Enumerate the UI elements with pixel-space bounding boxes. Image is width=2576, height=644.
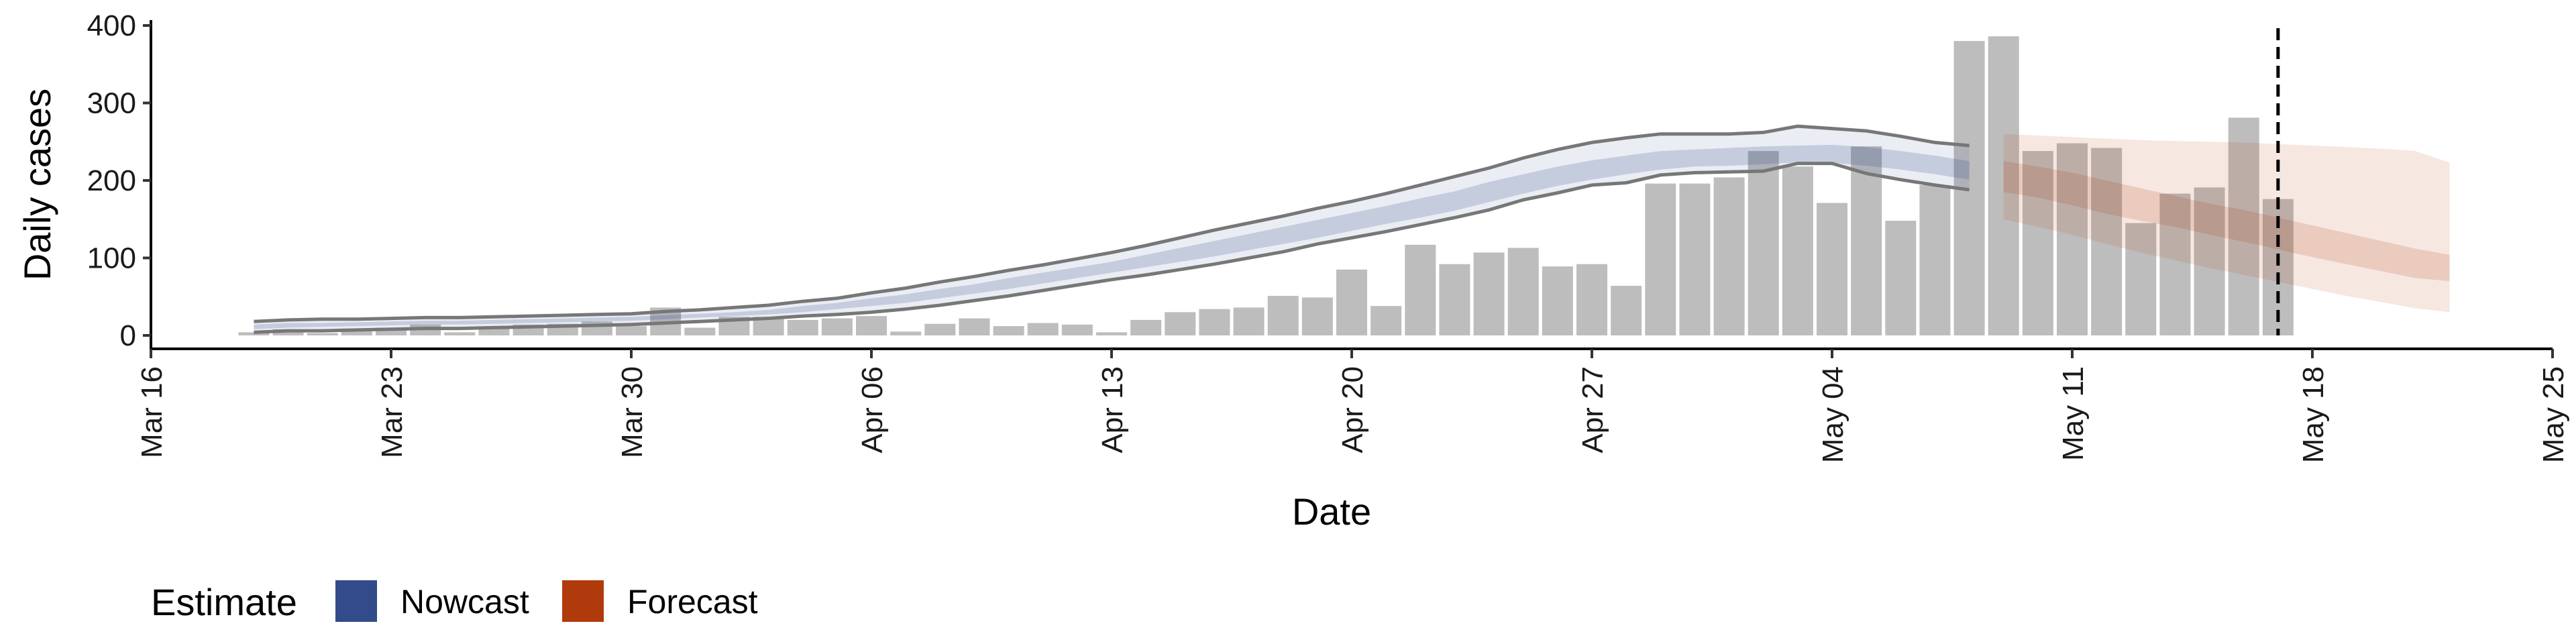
legend-key-forecast (562, 580, 604, 622)
x-tick-label-2020-04-06: Apr 06 (856, 366, 889, 453)
x-tick-label-2020-05-18: May 18 (2297, 366, 2330, 463)
x-tick-label-2020-03-23: Mar 23 (376, 366, 409, 458)
bar-2020-05-09 (1988, 36, 2019, 336)
bar-2020-05-01 (1713, 177, 1745, 335)
bar-2020-04-20 (1336, 269, 1368, 335)
x-tick-label-2020-04-13: Apr 13 (1096, 366, 1129, 453)
bar-2020-04-27 (1576, 264, 1608, 335)
bar-2020-03-30 (615, 326, 647, 335)
bar-2020-04-29 (1645, 183, 1676, 335)
bar-2020-03-21 (307, 333, 338, 335)
nowcast-band-90 (254, 126, 1970, 333)
bar-2020-05-05 (1851, 146, 1882, 335)
bar-2020-04-07 (890, 331, 922, 335)
x-axis-title: Date (1292, 490, 1371, 533)
nowcast-lower-90-line (254, 162, 1970, 334)
bar-2020-04-26 (1542, 266, 1573, 335)
bar-2020-04-28 (1611, 286, 1642, 335)
x-tick-label-2020-04-27: Apr 27 (1576, 366, 1609, 453)
y-tick-label-200: 200 (87, 164, 136, 197)
bar-2020-03-26 (478, 328, 510, 335)
bar-2020-04-10 (993, 326, 1024, 335)
bar-2020-05-11 (2056, 143, 2088, 335)
bar-2020-03-22 (341, 328, 372, 335)
bar-2020-05-16 (2228, 117, 2259, 335)
forecast-band-90 (2003, 133, 2450, 313)
bar-2020-04-13 (1095, 332, 1128, 335)
bar-2020-04-04 (787, 319, 818, 335)
bar-2020-04-09 (959, 318, 990, 335)
x-ticks: Mar 16 Mar 23 Mar 30 Apr 06 Apr 13 Apr 20 Apr … (136, 349, 2570, 463)
x-tick-label-2020-04-20: Apr 20 (1336, 366, 1369, 453)
bars (238, 36, 2294, 336)
bar-2020-04-25 (1507, 248, 1539, 335)
bar-2020-03-19 (238, 332, 270, 335)
legend-label-forecast: Forecast (627, 583, 758, 621)
x-tick-label-2020-05-04: May 04 (1817, 366, 1849, 463)
bar-2020-04-16 (1199, 309, 1230, 335)
bar-2020-04-05 (821, 318, 853, 335)
y-tick-label-400: 400 (87, 9, 136, 42)
bar-2020-04-18 (1267, 296, 1299, 335)
nowcast-upper-90-line (254, 124, 1970, 323)
bar-2020-05-10 (2022, 151, 2053, 336)
x-tick-label-2020-05-25: May 25 (2537, 366, 2570, 463)
legend-title: Estimate (151, 581, 297, 623)
y-ticks: 0 100 200 300 400 (87, 9, 151, 352)
bar-2020-05-13 (2125, 223, 2157, 335)
bar-2020-04-11 (1027, 323, 1059, 335)
bar-2020-04-06 (855, 316, 888, 335)
bar-2020-04-17 (1233, 307, 1265, 335)
bar-2020-05-12 (2091, 148, 2123, 336)
bar-2020-04-14 (1130, 319, 1162, 335)
plot-area (238, 28, 2450, 336)
bar-2020-03-23 (375, 327, 407, 335)
x-tick-label-2020-05-11: May 11 (2057, 366, 2090, 461)
legend-label-nowcast: Nowcast (400, 583, 529, 621)
bar-2020-05-04 (1816, 203, 1848, 335)
bar-2020-04-12 (1061, 324, 1093, 335)
bar-2020-04-15 (1165, 312, 1196, 335)
legend-key-nowcast (335, 580, 377, 622)
bar-2020-05-15 (2194, 187, 2225, 335)
y-tick-label-100: 100 (87, 242, 136, 275)
bar-2020-05-06 (1885, 221, 1917, 335)
bar-2020-04-19 (1301, 297, 1333, 335)
bar-2020-04-30 (1679, 183, 1711, 335)
y-axis-title: Daily cases (16, 89, 58, 280)
y-tick-label-300: 300 (87, 87, 136, 120)
bar-2020-05-03 (1782, 166, 1813, 335)
bar-2020-04-21 (1371, 306, 1402, 335)
bar-2020-04-23 (1439, 264, 1470, 335)
bar-2020-03-25 (444, 332, 476, 335)
x-tick-label-2020-03-30: Mar 30 (616, 366, 649, 458)
bar-2020-04-08 (924, 323, 956, 335)
x-tick-label-2020-03-16: Mar 16 (136, 366, 168, 458)
bar-2020-04-24 (1473, 252, 1505, 335)
y-tick-label-0: 0 (120, 319, 136, 352)
bar-2020-04-22 (1405, 244, 1436, 335)
forecast-band-50 (2003, 161, 2450, 282)
legend: Estimate Nowcast Forecast (151, 580, 758, 623)
bar-2020-05-07 (1919, 184, 1951, 335)
bands (254, 124, 2450, 334)
bar-2020-04-01 (684, 327, 716, 335)
axes: 0 100 200 300 400 Mar 16 Mar 23 Mar 30 Apr 06 Ap… (16, 9, 2570, 533)
bar-2020-05-14 (2159, 193, 2191, 335)
bar-2020-05-02 (1748, 151, 1779, 336)
